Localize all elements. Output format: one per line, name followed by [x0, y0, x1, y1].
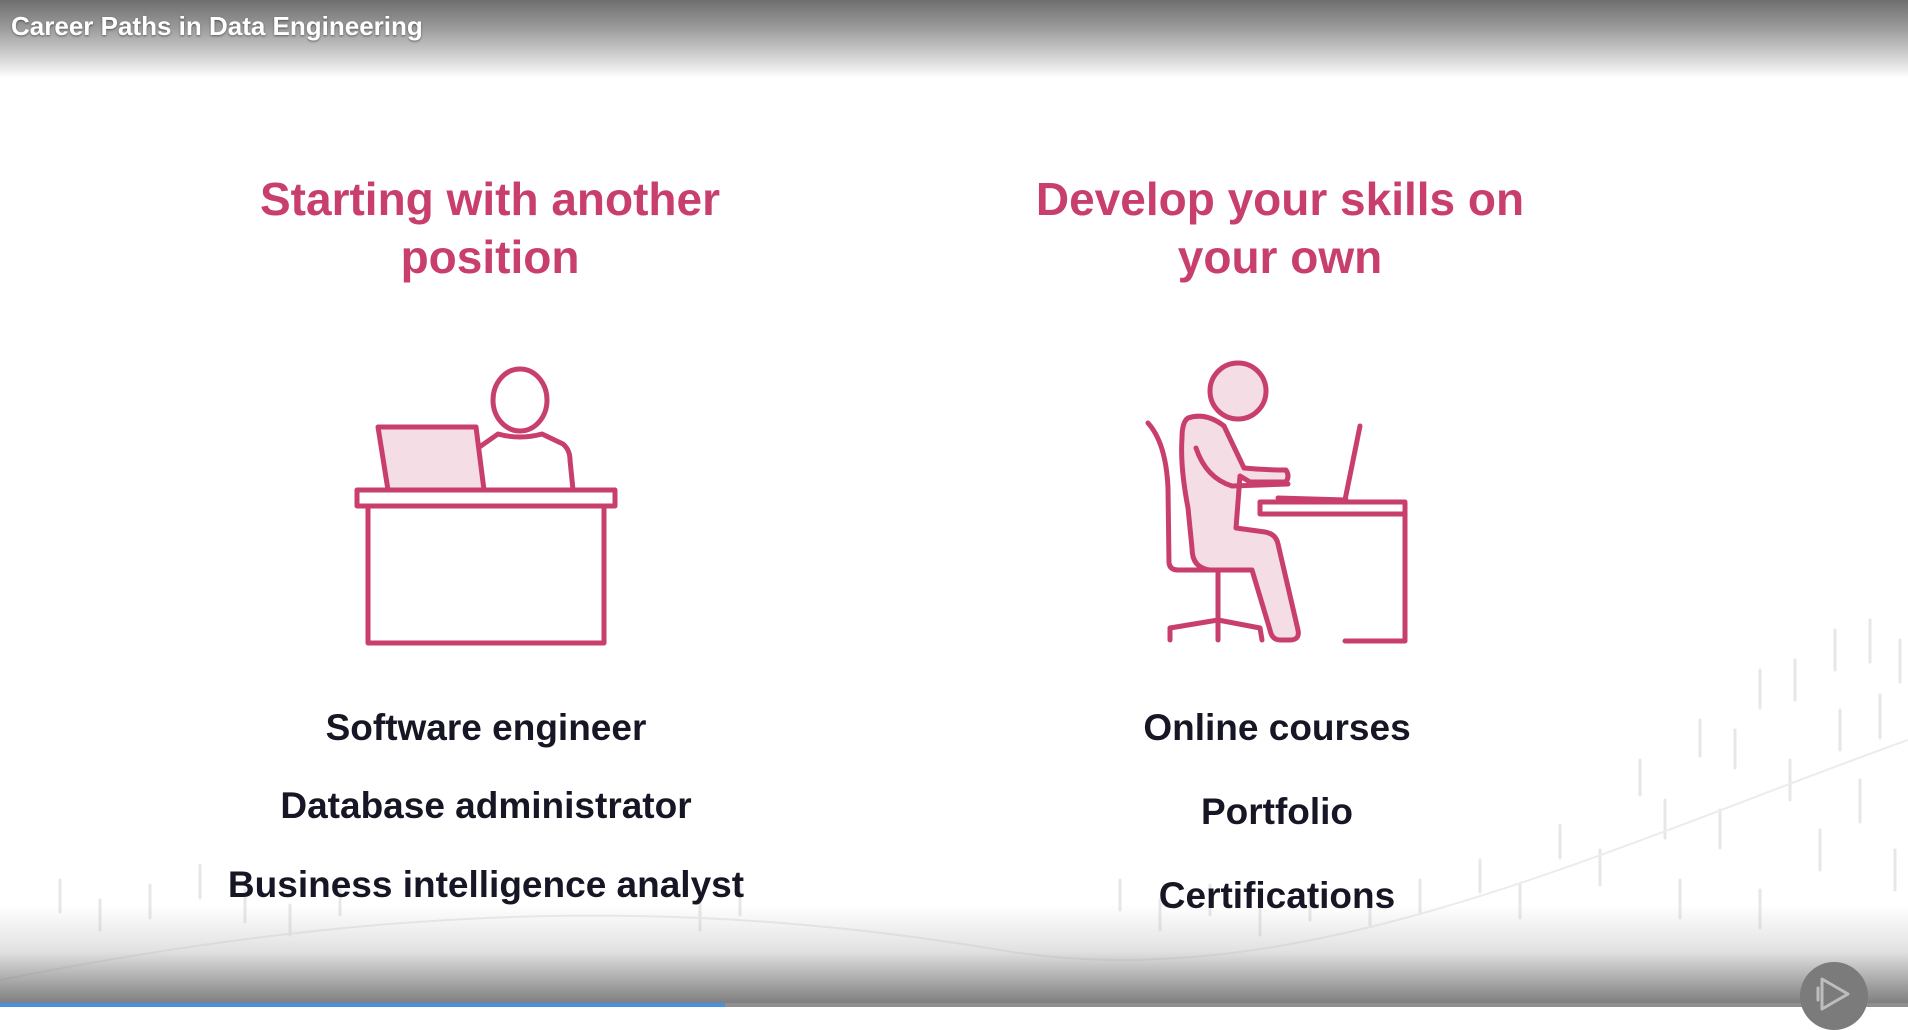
- left-heading-line1: Starting with another: [260, 173, 720, 225]
- right-item-portfolio: Portfolio: [1200, 791, 1354, 832]
- right-item-online-courses: Online courses: [1143, 707, 1411, 748]
- video-title: Career Paths in Data Engineering: [11, 11, 423, 41]
- left-heading: Starting with another position: [190, 170, 790, 286]
- left-item-software-engineer: Software engineer: [325, 707, 647, 748]
- right-heading-line1: Develop your skills on: [1035, 173, 1525, 225]
- person-at-desk-with-laptop-icon: [354, 366, 618, 646]
- video-progress-fill: [0, 1003, 726, 1007]
- right-heading-line2: your own: [1177, 231, 1383, 283]
- video-title-bar: Career Paths in Data Engineering: [0, 0, 1908, 78]
- left-item-database-administrator: Database administrator: [280, 785, 692, 826]
- person-seated-at-computer-icon: [1145, 360, 1408, 644]
- left-heading-line2: position: [400, 231, 580, 283]
- right-heading: Develop your skills on your own: [980, 170, 1580, 286]
- play-button[interactable]: [1800, 962, 1868, 1030]
- video-progress-bar[interactable]: [0, 1003, 1908, 1007]
- player-bottom-overlay: [0, 905, 1908, 1007]
- left-item-business-intelligence-analyst: Business intelligence analyst: [227, 864, 745, 905]
- play-icon: [1816, 977, 1850, 1011]
